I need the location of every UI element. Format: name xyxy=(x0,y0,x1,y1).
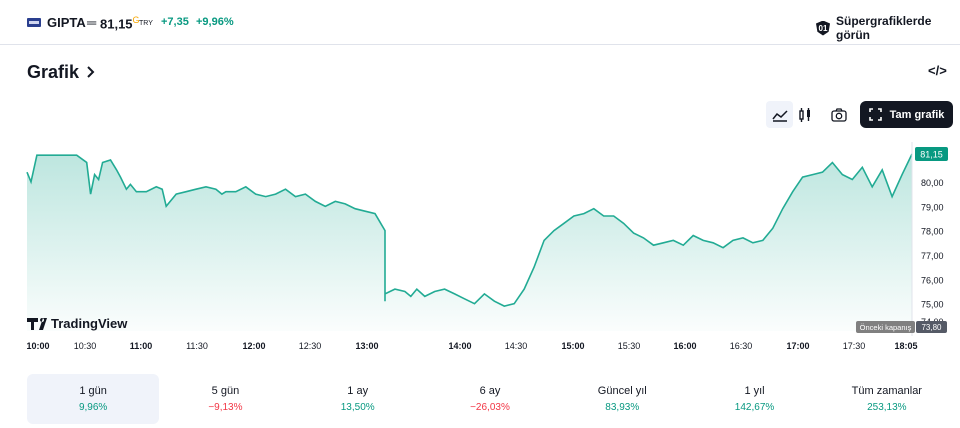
full-chart-label: Tam grafik xyxy=(889,108,945,121)
period-tab[interactable]: 1 gün 9,96% xyxy=(27,374,160,424)
supercharts-icon: 01 xyxy=(816,20,831,36)
period-label: 5 gün xyxy=(211,385,240,397)
x-tick-label: 11:00 xyxy=(130,341,153,351)
period-label: 6 ay xyxy=(479,385,501,397)
price-change: +7,35 xyxy=(161,16,189,28)
tradingview-logo-icon xyxy=(27,318,47,330)
x-tick-label: 10:30 xyxy=(74,341,97,351)
candles-icon xyxy=(798,107,810,122)
last-price-badge xyxy=(915,146,948,161)
candles-button[interactable] xyxy=(791,101,818,128)
area-chart-icon xyxy=(771,109,788,122)
x-tick-label: 16:00 xyxy=(673,341,696,351)
prev-close-label: Önceki kapanış xyxy=(860,323,912,332)
prev-close-badge xyxy=(916,321,947,333)
period-change: 142,67% xyxy=(734,402,775,413)
x-tick-label: 12:30 xyxy=(299,341,322,351)
period-label: 1 gün xyxy=(79,385,107,397)
y-tick-label: 78,00 xyxy=(921,227,944,237)
watermark-text: TradingView xyxy=(51,316,128,331)
last-price: 81,15G xyxy=(100,15,140,31)
y-tick-label: 77,00 xyxy=(921,251,944,261)
y-tick-label: 79,00 xyxy=(921,202,944,212)
x-tick-label: 13:00 xyxy=(355,341,378,351)
period-tab[interactable]: Güncel yıl 83,93% xyxy=(556,374,688,424)
price-change-percent: +9,96% xyxy=(196,16,234,28)
period-tab[interactable]: Tüm zamanlar 253,13% xyxy=(821,374,953,424)
supercharts-link[interactable]: 01 Süpergrafiklerde görün xyxy=(816,14,960,42)
period-label: Tüm zamanlar xyxy=(851,385,922,397)
period-label: 1 yıl xyxy=(744,385,765,397)
area-chart-button[interactable] xyxy=(766,101,793,128)
period-label: 1 ay xyxy=(347,385,369,397)
x-tick-label: 11:30 xyxy=(186,341,208,351)
period-change: −26,03% xyxy=(470,402,510,413)
period-label: Güncel yıl xyxy=(597,385,647,397)
price-superscript: G xyxy=(132,15,140,25)
x-tick-label: 14:00 xyxy=(448,341,471,351)
y-tick-label: 80,00 xyxy=(921,178,944,188)
x-tick-label: 15:00 xyxy=(561,341,584,351)
embed-code-icon[interactable]: </> xyxy=(928,63,947,78)
prev-close-tag xyxy=(856,321,915,333)
y-tick-label: 75,00 xyxy=(921,300,944,310)
period-tab[interactable]: 5 gün −9,13% xyxy=(159,374,291,424)
chevron-right-icon xyxy=(87,66,95,78)
x-tick-label: 12:00 xyxy=(242,341,265,351)
period-change: 9,96% xyxy=(78,402,108,413)
section-title: Grafik xyxy=(27,62,80,82)
x-tick-label: 18:05 xyxy=(894,341,917,351)
flag-icon xyxy=(27,18,41,27)
snapshot-button[interactable] xyxy=(825,101,852,128)
section-title-link[interactable]: Grafik xyxy=(27,62,96,83)
price-value: 81,15 xyxy=(100,16,133,32)
period-tab[interactable]: 1 ay 13,50% xyxy=(292,374,424,424)
period-change: 253,13% xyxy=(867,402,907,413)
period-tab[interactable]: 6 ay −26,03% xyxy=(424,374,556,424)
x-tick-label: 15:30 xyxy=(618,341,641,351)
price-chart[interactable]: 80,0079,0078,0077,0076,0075,0074,0081,15… xyxy=(0,138,960,360)
last-price-label: 81,15 xyxy=(920,149,943,159)
currency-label: TRY xyxy=(139,20,153,27)
fullscreen-icon xyxy=(868,108,882,121)
period-tab[interactable]: 1 yıl 142,67% xyxy=(688,374,820,424)
period-change: −9,13% xyxy=(208,402,243,413)
full-chart-button[interactable]: Tam grafik xyxy=(860,101,953,128)
separator: ═ xyxy=(87,15,97,30)
symbol-header: GIPTA ═ 81,15G TRY +7,35 +9,96% 01 Süper… xyxy=(0,0,960,45)
period-change: 83,93% xyxy=(605,402,640,413)
price-area-fill xyxy=(27,154,912,331)
x-tick-label: 17:00 xyxy=(786,341,809,351)
supercharts-label: Süpergrafiklerde görün xyxy=(836,14,932,42)
prev-close-value: 73,80 xyxy=(921,323,942,332)
x-tick-label: 14:30 xyxy=(505,341,528,351)
symbol-name[interactable]: GIPTA xyxy=(47,15,86,30)
y-tick-label: 76,00 xyxy=(921,275,944,285)
period-tabs: 1 gün 9,96% 5 gün −9,13% 1 ay 13,50% 6 ay −26,0… xyxy=(27,374,953,424)
period-change: 13,50% xyxy=(340,402,375,413)
x-tick-label: 17:30 xyxy=(843,341,866,351)
tradingview-watermark: TradingView xyxy=(27,316,128,331)
x-tick-label: 10:00 xyxy=(26,341,49,351)
camera-icon xyxy=(830,107,847,122)
x-tick-label: 16:30 xyxy=(730,341,753,351)
